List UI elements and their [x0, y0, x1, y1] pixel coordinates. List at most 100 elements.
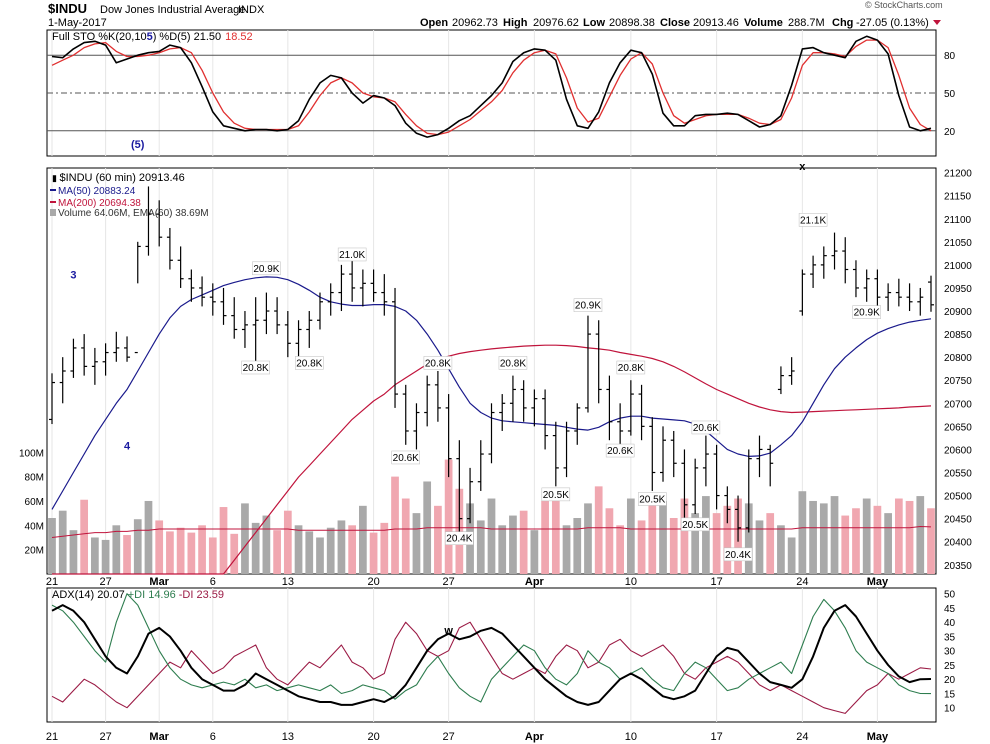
- ohlc-bar: [574, 403, 581, 445]
- x-tick-label: Mar: [149, 576, 169, 588]
- price-label-box: [541, 487, 571, 502]
- volume-bar: [123, 535, 131, 574]
- adx-y-tick-label: 45: [944, 604, 956, 615]
- chg-label: Chg: [832, 17, 853, 29]
- x-tick-label: 10: [625, 576, 637, 588]
- volume-bar: [326, 527, 335, 574]
- ohlc-bar: [456, 440, 463, 538]
- price-label-box: [252, 261, 281, 276]
- adx-y-tick-label: 30: [944, 647, 956, 658]
- volume-bar: [380, 522, 389, 574]
- exchange: INDX: [238, 4, 265, 16]
- adx-legend: ADX(14) 20.07 +DI 14.96 -DI 23.59: [52, 589, 224, 601]
- volume-bar: [316, 537, 324, 574]
- ohlc-bar: [660, 426, 667, 482]
- volume-bar: [519, 510, 528, 574]
- ohlc-bar: [649, 417, 656, 491]
- ohlc-bar: [735, 495, 742, 542]
- high-label: High: [503, 17, 528, 29]
- price-y-tick-label: 20550: [944, 469, 972, 480]
- ohlc-bar: [381, 274, 388, 316]
- ma50-line: [51, 276, 932, 510]
- volume-bar: [755, 520, 764, 574]
- price-label-box: [498, 356, 528, 370]
- price-y-tick-label: 21000: [944, 261, 972, 272]
- x-tick-label-adx: 21: [46, 731, 58, 743]
- ohlc-bar: [134, 241, 141, 354]
- ohlc-bar: [349, 260, 356, 302]
- ohlc-bar: [767, 444, 774, 487]
- ohlc-bar: [745, 449, 752, 533]
- ohlc-bar: [928, 275, 934, 312]
- volume-bar: [80, 499, 89, 574]
- ohlc-bar: [895, 278, 902, 307]
- x-tick-label: Apr: [525, 576, 545, 588]
- volume-bar: [894, 498, 903, 574]
- x-tick-label: 20: [367, 576, 379, 588]
- ohlc-bar: [156, 200, 163, 247]
- ohlc-bar: [402, 384, 409, 445]
- x-tick-label-adx: 17: [710, 731, 722, 743]
- ohlc-bar: [488, 403, 495, 464]
- volume-bar: [58, 510, 67, 574]
- price-y-tick-label: 20650: [944, 422, 972, 433]
- volume-bar: [830, 496, 839, 574]
- ohlc-bar: [166, 227, 173, 270]
- price-y-tick-label: 21050: [944, 238, 972, 249]
- price-y-tick-label: 21150: [944, 192, 972, 203]
- volume-bar: [359, 505, 367, 574]
- price-label: 20.5K: [639, 494, 665, 505]
- price-y-tick-label: 20850: [944, 330, 972, 341]
- price-label-box: [852, 305, 881, 319]
- volume-bar: [112, 525, 121, 574]
- price-label: 20.6K: [607, 446, 633, 457]
- ohlc-bar: [499, 394, 506, 431]
- ohlc-bar: [81, 334, 88, 376]
- ohlc-bar: [874, 269, 881, 307]
- price-label: 20.8K: [243, 363, 269, 374]
- ohlc-bar: [531, 389, 538, 427]
- volume-y-tick-label: 100M: [19, 448, 44, 459]
- volume-bar: [852, 508, 860, 574]
- sto-y-tick-label: 20: [944, 127, 956, 138]
- ohlc-bar: [724, 486, 731, 524]
- price-label: 20.5K: [543, 490, 569, 501]
- ohlc-bar: [713, 444, 720, 510]
- volume-bar: [927, 508, 935, 574]
- ohlc-bar: [467, 467, 474, 524]
- chg-down-triangle-icon: [933, 20, 941, 25]
- ohlc-bar: [842, 237, 849, 284]
- volume-bar: [273, 530, 281, 574]
- volume-bar: [144, 500, 153, 574]
- ohlc-bar: [295, 320, 302, 358]
- volume-bar: [862, 498, 871, 574]
- sto-legend-name: Full STO %K(20,105) %D(5) 21.50 18.52: [52, 31, 253, 43]
- ohlc-bar: [681, 449, 688, 524]
- symbol: $INDU: [48, 1, 87, 16]
- adx-y-tick-label: 40: [944, 618, 956, 629]
- price-label-box: [638, 492, 667, 506]
- volume-bar: [594, 486, 603, 574]
- ohlc-bar: [91, 347, 98, 385]
- panel-frame-adx: [46, 587, 937, 723]
- price-label-box: [295, 356, 324, 370]
- ohlc-bar: [617, 403, 624, 450]
- price-label-box: [691, 420, 721, 435]
- price-label: 20.8K: [296, 358, 322, 369]
- ohlc-bar: [434, 371, 441, 422]
- ohlc-bar: [831, 232, 838, 270]
- volume-bar: [605, 508, 614, 574]
- ohlc-bar: [777, 366, 784, 395]
- ohlc-bar: [627, 380, 634, 436]
- ohlc-bar: [799, 269, 806, 316]
- ohlc-bar: [263, 292, 270, 335]
- sto-d-line: [51, 39, 932, 136]
- price-label-box: [605, 443, 635, 458]
- low-label: Low: [583, 17, 605, 29]
- price-label-box: [337, 247, 367, 262]
- volume-bar: [294, 525, 303, 574]
- ohlc-bar: [509, 375, 516, 422]
- x-tick-label: 13: [282, 576, 294, 588]
- ohlc-bar: [145, 186, 152, 256]
